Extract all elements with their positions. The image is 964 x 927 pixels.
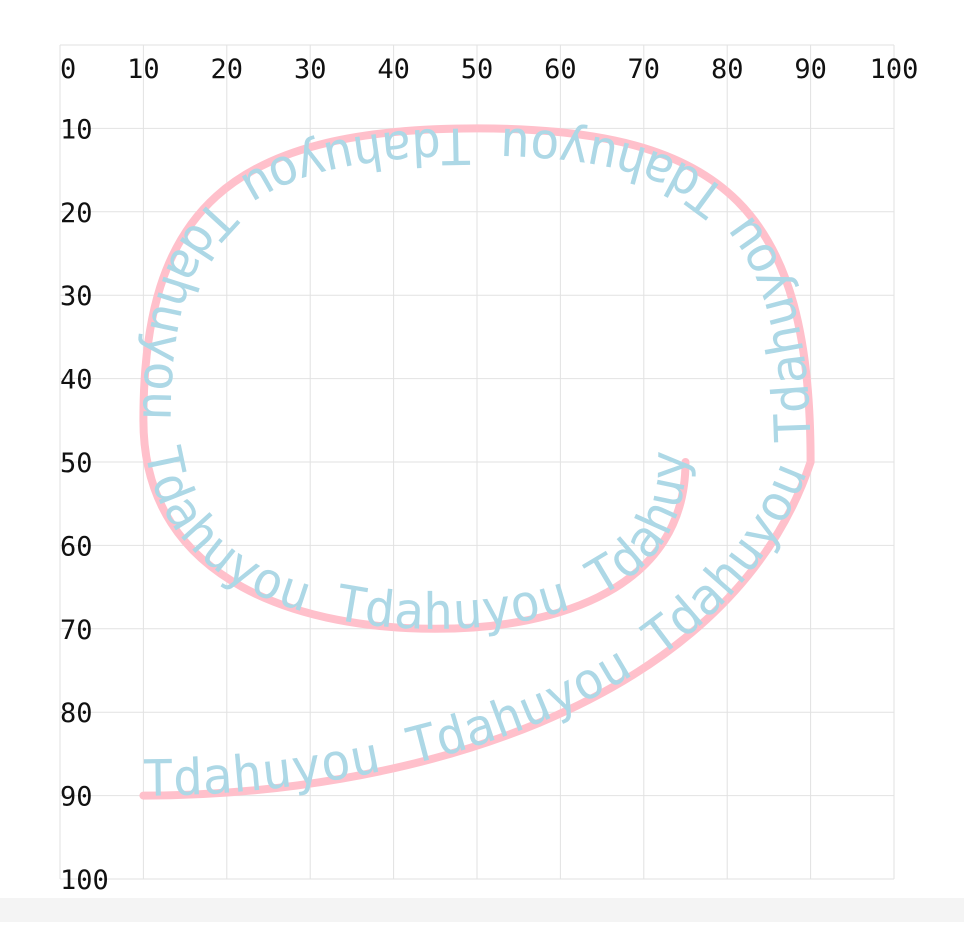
x-tick-label: 70: [628, 54, 661, 85]
y-tick-label: 30: [60, 281, 93, 312]
y-tick-label: 40: [60, 365, 93, 396]
x-tick-label: 40: [377, 54, 410, 85]
y-tick-label: 80: [60, 698, 93, 729]
spiral-text-path: Tdahuyou Tdahuyou Tdahuyou Tdahuyou Tdah…: [0, 0, 823, 808]
x-axis-ticks: 0 10 20 30 40 50 60 70 80 90 100: [60, 54, 918, 85]
x-tick-label: 100: [870, 54, 919, 85]
spiral-curve: [139, 124, 815, 800]
x-tick-label: 0: [60, 54, 76, 85]
x-tick-label: 90: [794, 54, 827, 85]
spiral-text: Tdahuyou Tdahuyou Tdahuyou Tdahuyou Tdah…: [0, 0, 823, 808]
y-tick-label: 10: [60, 114, 93, 145]
bottom-strip: [0, 898, 964, 922]
x-tick-label: 10: [127, 54, 160, 85]
y-tick-label: 100: [60, 865, 109, 896]
x-tick-label: 60: [544, 54, 577, 85]
y-tick-label: 90: [60, 782, 93, 813]
y-tick-label: 60: [60, 531, 93, 562]
x-tick-label: 30: [294, 54, 327, 85]
x-tick-label: 50: [461, 54, 494, 85]
x-tick-label: 20: [211, 54, 244, 85]
y-tick-label: 70: [60, 615, 93, 646]
y-tick-label: 20: [60, 198, 93, 229]
x-tick-label: 80: [711, 54, 744, 85]
y-axis-ticks: 10 20 30 40 50 60 70 80 90 100: [60, 114, 109, 896]
y-tick-label: 50: [60, 448, 93, 479]
